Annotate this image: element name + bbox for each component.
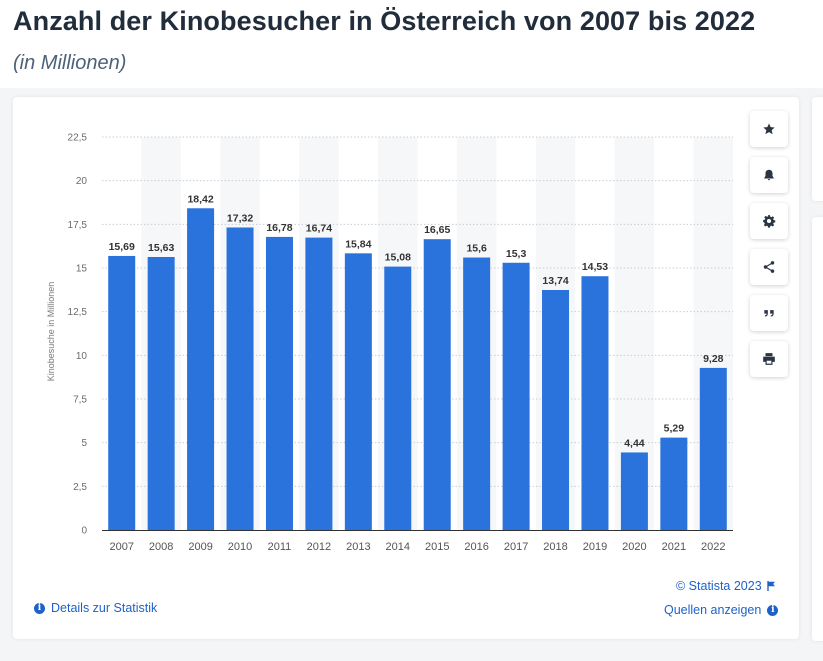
- info-icon: i: [767, 604, 779, 616]
- bars: [108, 208, 727, 531]
- x-tick-label: 2020: [622, 541, 646, 553]
- value-label: 18,42: [187, 193, 213, 205]
- bar-2014[interactable]: [384, 266, 412, 530]
- page-title: Anzahl der Kinobesucher in Österreich vo…: [13, 6, 756, 36]
- x-tick-label: 2009: [188, 541, 212, 553]
- gear-icon: [763, 215, 776, 228]
- value-label: 16,65: [424, 224, 450, 236]
- bar-2017[interactable]: [502, 262, 530, 530]
- value-label: 15,08: [385, 252, 411, 264]
- value-label: 15,63: [148, 242, 174, 254]
- star-icon: [763, 123, 775, 135]
- bell-icon: [764, 169, 774, 181]
- y-axis-label: Kinobesuche in Millionen: [46, 282, 56, 382]
- x-tick-label: 2015: [425, 541, 449, 553]
- bar-2015[interactable]: [423, 239, 451, 530]
- print-icon: [763, 353, 775, 365]
- value-label: 14,53: [582, 261, 608, 273]
- favorite-button[interactable]: [750, 111, 788, 147]
- bar-2008[interactable]: [147, 256, 175, 530]
- bar-2007[interactable]: [108, 255, 136, 530]
- y-tick-label: 17,5: [68, 220, 88, 231]
- x-tick-label: 2018: [543, 541, 567, 553]
- y-tick-label: 15: [76, 264, 88, 275]
- value-label: 17,32: [227, 212, 253, 224]
- share-icon: [763, 261, 775, 273]
- copyright-text: © Statista 2023: [676, 579, 762, 593]
- y-tick-label: 0: [81, 526, 87, 537]
- value-label: 15,84: [345, 238, 371, 250]
- x-tick-label: 2012: [307, 541, 331, 553]
- y-tick-label: 22,5: [68, 133, 88, 144]
- value-label: 9,28: [703, 353, 724, 365]
- bar-2009[interactable]: [187, 208, 215, 531]
- x-tick-label: 2021: [662, 541, 686, 553]
- value-label: 16,78: [266, 222, 292, 234]
- x-tick-label: 2008: [149, 541, 173, 553]
- x-tick-label: 2010: [228, 541, 252, 553]
- x-tick-label: 2016: [464, 541, 488, 553]
- bar-2020[interactable]: [620, 452, 648, 530]
- y-tick-label: 2,5: [73, 482, 87, 493]
- y-tick-label: 10: [76, 351, 88, 362]
- y-tick-label: 5: [81, 438, 87, 449]
- page-subtitle: (in Millionen): [13, 52, 127, 74]
- x-tick-label: 2017: [504, 541, 528, 553]
- copyright-link[interactable]: © Statista 2023: [676, 579, 776, 593]
- side-panel-bottom: [812, 217, 823, 641]
- value-label: 5,29: [664, 423, 685, 435]
- value-label: 13,74: [542, 275, 568, 287]
- share-button[interactable]: [750, 249, 788, 285]
- x-tick-label: 2019: [583, 541, 607, 553]
- y-tick-label: 20: [76, 176, 88, 187]
- bar-2018[interactable]: [542, 290, 570, 530]
- value-label: 16,74: [306, 223, 332, 235]
- notification-button[interactable]: [750, 157, 788, 193]
- cite-button[interactable]: [750, 295, 788, 331]
- info-icon: i: [34, 602, 45, 614]
- value-label: 15,69: [109, 241, 135, 253]
- y-tick-label: 12,5: [68, 307, 88, 318]
- x-tick-label: 2007: [109, 541, 133, 553]
- bar-2016[interactable]: [463, 257, 491, 530]
- settings-button[interactable]: [750, 203, 788, 239]
- x-tick-label: 2022: [701, 541, 725, 553]
- details-link-label: Details zur Statistik: [51, 601, 158, 615]
- bar-2011[interactable]: [265, 236, 293, 530]
- x-tick-label: 2014: [386, 541, 410, 553]
- print-button[interactable]: [750, 341, 788, 377]
- x-tick-label: 2013: [346, 541, 370, 553]
- value-label: 15,6: [466, 243, 487, 255]
- y-axis-ticks: 0 2,5 5 7,5 10 12,5 15 17,5 20 22,5: [68, 133, 88, 537]
- sources-link[interactable]: Quellen anzeigen i: [664, 603, 779, 617]
- sources-link-label: Quellen anzeigen: [664, 603, 762, 617]
- bar-2019[interactable]: [581, 276, 609, 530]
- flag-icon: [766, 581, 775, 591]
- x-axis-ticks: 2007 2008 2009 2010 2011 2012 2013 2014 2015 2016…: [109, 541, 725, 553]
- x-tick-label: 2011: [268, 541, 292, 553]
- bar-2022[interactable]: [699, 367, 727, 530]
- bar-2012[interactable]: [305, 237, 333, 530]
- details-link[interactable]: i Details zur Statistik: [34, 601, 157, 615]
- value-label: 4,44: [624, 437, 645, 449]
- bar-2021[interactable]: [660, 437, 688, 530]
- y-tick-label: 7,5: [73, 395, 87, 406]
- bar-2013[interactable]: [344, 253, 372, 530]
- side-panel-top: [812, 97, 823, 201]
- value-labels: 15,69 15,63 18,42 17,32 16,78 16,74 15,84 15,08…: [109, 193, 724, 449]
- value-label: 15,3: [506, 248, 527, 260]
- quote-icon: [764, 310, 774, 317]
- bar-2010[interactable]: [226, 227, 254, 530]
